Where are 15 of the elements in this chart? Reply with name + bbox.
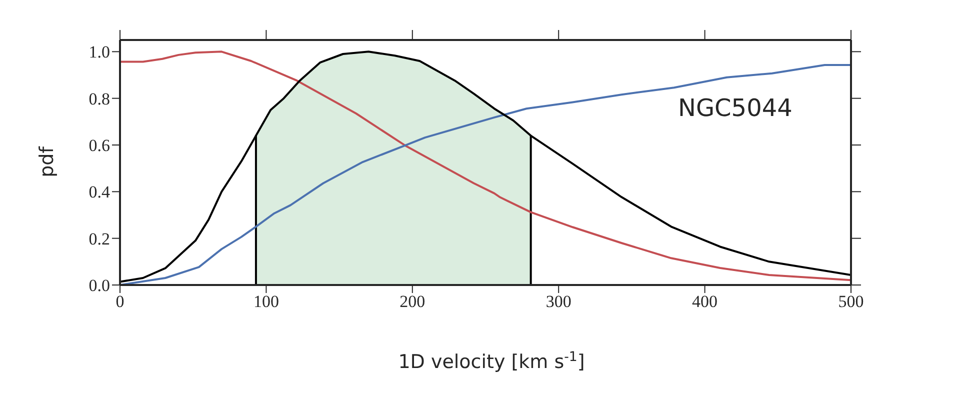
y-tick-label: 1.0 <box>88 42 110 62</box>
y-tick-label: 0.0 <box>88 276 110 296</box>
x-tick-label: 500 <box>838 292 864 312</box>
x-axis-title: 1D velocity [km s$^{-1}$] <box>398 350 585 373</box>
y-tick-label: 0.6 <box>88 136 110 156</box>
annotation: NGC5044 <box>678 94 792 122</box>
x-tick-label: 400 <box>692 292 718 312</box>
y-tick-label: 0.4 <box>88 182 110 202</box>
y-tick-label: 0.2 <box>88 229 110 248</box>
y-axis-title: pdf <box>36 145 58 178</box>
x-tick-label: 0 <box>116 292 124 312</box>
x-tick-label: 200 <box>400 292 426 312</box>
x-tick-label: 100 <box>253 292 279 312</box>
x-tick-label: 300 <box>546 292 572 312</box>
y-tick-label: 0.8 <box>88 89 110 108</box>
